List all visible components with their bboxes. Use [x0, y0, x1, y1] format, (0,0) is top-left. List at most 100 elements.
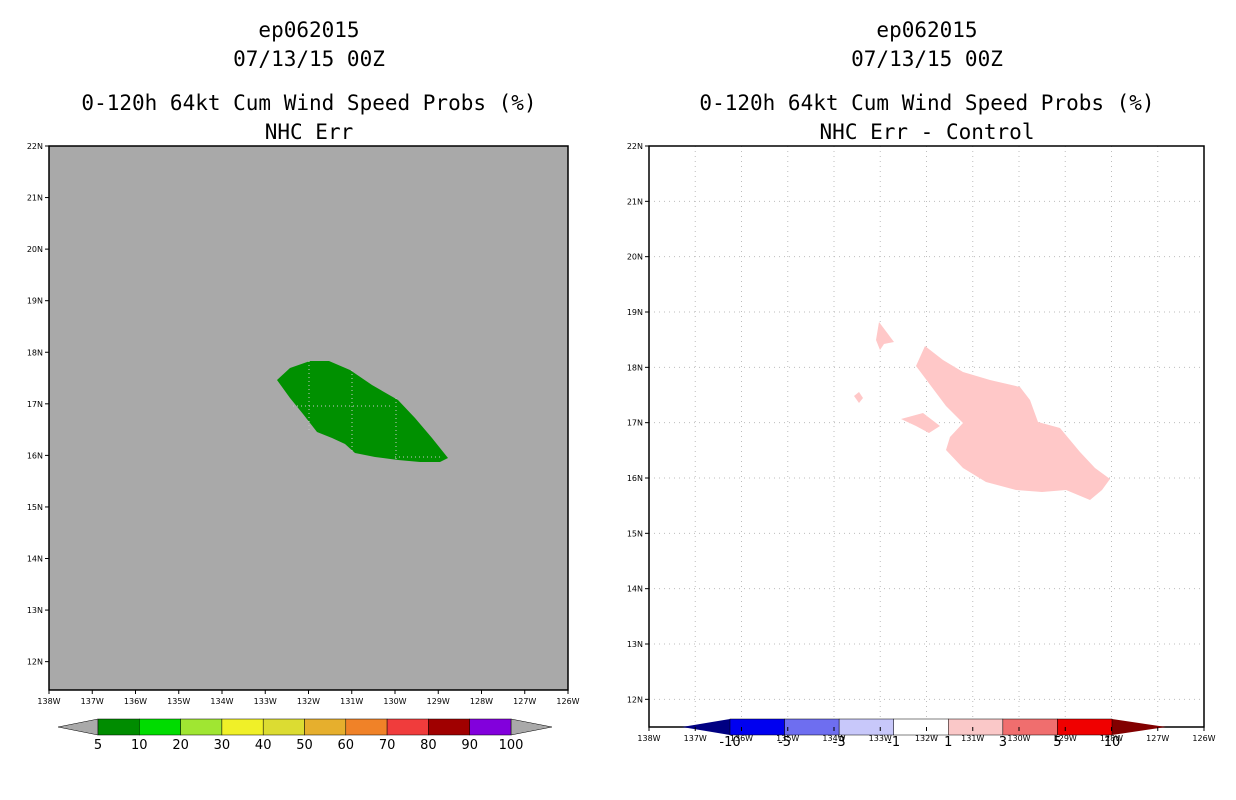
colorbar-arrow-right: [1112, 719, 1166, 735]
colorbar-label: 40: [255, 738, 272, 753]
colorbar-swatch: [893, 718, 949, 736]
colorbar-label: 90: [461, 738, 478, 753]
colorbar-arrow-right: [510, 718, 553, 736]
lat-label: 17N: [627, 419, 643, 428]
lat-label: 20N: [627, 253, 643, 262]
colorbar-label: -10: [719, 735, 740, 750]
colorbar-label: -1: [887, 735, 900, 750]
diff-area-small-3: [854, 392, 863, 403]
lon-label: 131W: [340, 697, 363, 706]
lon-label: 127W: [1146, 734, 1169, 743]
left-panel: ep062015 07/13/15 00Z 0-120h 64kt Cum Wi…: [27, 18, 580, 753]
colorbar-label: 30: [214, 738, 231, 753]
storm-id: ep062015: [876, 18, 978, 42]
colorbar-swatch: [784, 718, 840, 736]
colorbar-label: -3: [833, 735, 846, 750]
lon-label: 127W: [513, 697, 536, 706]
colorbar-label: 5: [1053, 735, 1061, 750]
lat-label: 15N: [27, 503, 43, 512]
colorbar-label: 10: [131, 738, 148, 753]
date-time: 07/13/15 00Z: [851, 47, 1003, 71]
lon-label: 129W: [427, 697, 450, 706]
lat-label: 20N: [27, 245, 43, 254]
colorbar-label: -5: [778, 735, 791, 750]
colorbar-swatch: [97, 718, 140, 736]
lat-label: 12N: [627, 695, 643, 704]
lat-label: 13N: [627, 640, 643, 649]
colorbar-label: 20: [172, 738, 189, 753]
colorbar-swatch: [729, 718, 785, 736]
product-subtitle: NHC Err - Control: [819, 120, 1035, 144]
colorbar-label: 100: [499, 738, 524, 753]
date-time: 07/13/15 00Z: [233, 47, 385, 71]
lat-label: 22N: [27, 142, 43, 151]
colorbar: 5 10 20 30 40 50 60 70 80 90 100: [57, 718, 553, 753]
colorbar-arrow-left: [57, 718, 99, 736]
lon-label: 132W: [915, 734, 938, 743]
diff-area-small-2: [901, 413, 940, 433]
lat-label: 16N: [627, 474, 643, 483]
lon-label: 138W: [637, 734, 660, 743]
colorbar-swatch: [469, 718, 512, 736]
lat-label: 17N: [27, 400, 43, 409]
lat-label: 22N: [627, 142, 643, 151]
colorbar-swatch: [1002, 718, 1058, 736]
colorbar-label: 60: [338, 738, 355, 753]
colorbar-label: 3: [999, 735, 1007, 750]
colorbar-label: 10: [1104, 735, 1121, 750]
longitude-labels: 138W 137W 136W 135W 134W 133W 132W 131W 130W 129W…: [37, 690, 580, 706]
lon-label: 128W: [470, 697, 493, 706]
lon-label: 135W: [776, 734, 799, 743]
lon-label: 138W: [37, 697, 60, 706]
lon-label: 130W: [383, 697, 406, 706]
colorbar-swatch: [262, 718, 305, 736]
colorbar: -10 -5 -3 -1 1 3 5 10: [682, 718, 1166, 750]
right-panel: ep062015 07/13/15 00Z 0-120h 64kt Cum Wi…: [618, 0, 1236, 800]
lon-label: 129W: [1054, 734, 1077, 743]
lat-label: 18N: [27, 348, 43, 357]
colorbar-label: 80: [420, 738, 437, 753]
colorbar-label: 70: [379, 738, 396, 753]
colorbar-arrow-left: [682, 719, 730, 735]
difference-areas: [854, 322, 1110, 500]
lat-label: 19N: [627, 308, 643, 317]
lat-label: 16N: [27, 451, 43, 460]
lon-label: 126W: [556, 697, 579, 706]
colorbar-label: 50: [296, 738, 313, 753]
lon-label: 132W: [297, 697, 320, 706]
lat-label: 14N: [627, 585, 643, 594]
lon-label: 133W: [869, 734, 892, 743]
grid-lines: [293, 361, 440, 460]
latitude-labels: 22N 21N 20N 19N 18N 17N 16N 15N 14N 13N 12N: [27, 142, 49, 667]
storm-id: ep062015: [258, 18, 360, 42]
colorbar-swatch: [221, 718, 264, 736]
lon-label: 130W: [1007, 734, 1030, 743]
lon-label: 136W: [124, 697, 147, 706]
product-subtitle: NHC Err: [264, 120, 354, 144]
lat-label: 18N: [627, 363, 643, 372]
lat-label: 19N: [27, 297, 43, 306]
lon-label: 135W: [167, 697, 190, 706]
lon-label: 126W: [1192, 734, 1215, 743]
latitude-labels: 22N 21N 20N 19N 18N 17N 16N 15N 14N 13N 12N: [627, 142, 649, 704]
lat-label: 14N: [27, 555, 43, 564]
product-title: 0-120h 64kt Cum Wind Speed Probs (%): [699, 91, 1155, 115]
lon-label: 136W: [730, 734, 753, 743]
colorbar-swatch: [428, 718, 470, 736]
diff-area-main: [916, 346, 1110, 500]
probability-area: [277, 361, 448, 462]
lat-label: 21N: [27, 194, 43, 203]
product-title: 0-120h 64kt Cum Wind Speed Probs (%): [81, 91, 537, 115]
lon-label: 134W: [210, 697, 233, 706]
colorbar-label: 5: [94, 738, 102, 753]
lon-label: 131W: [961, 734, 984, 743]
colorbar-label: 1: [944, 735, 952, 750]
longitude-labels: 138W 137W 136W 135W 134W 133W 132W 131W 130W 129W…: [637, 727, 1216, 743]
lat-label: 21N: [627, 197, 643, 206]
lon-label: 134W: [822, 734, 845, 743]
diff-area-small-1: [876, 322, 894, 350]
lat-label: 15N: [627, 529, 643, 538]
lon-label: 137W: [81, 697, 104, 706]
lat-label: 12N: [27, 658, 43, 667]
